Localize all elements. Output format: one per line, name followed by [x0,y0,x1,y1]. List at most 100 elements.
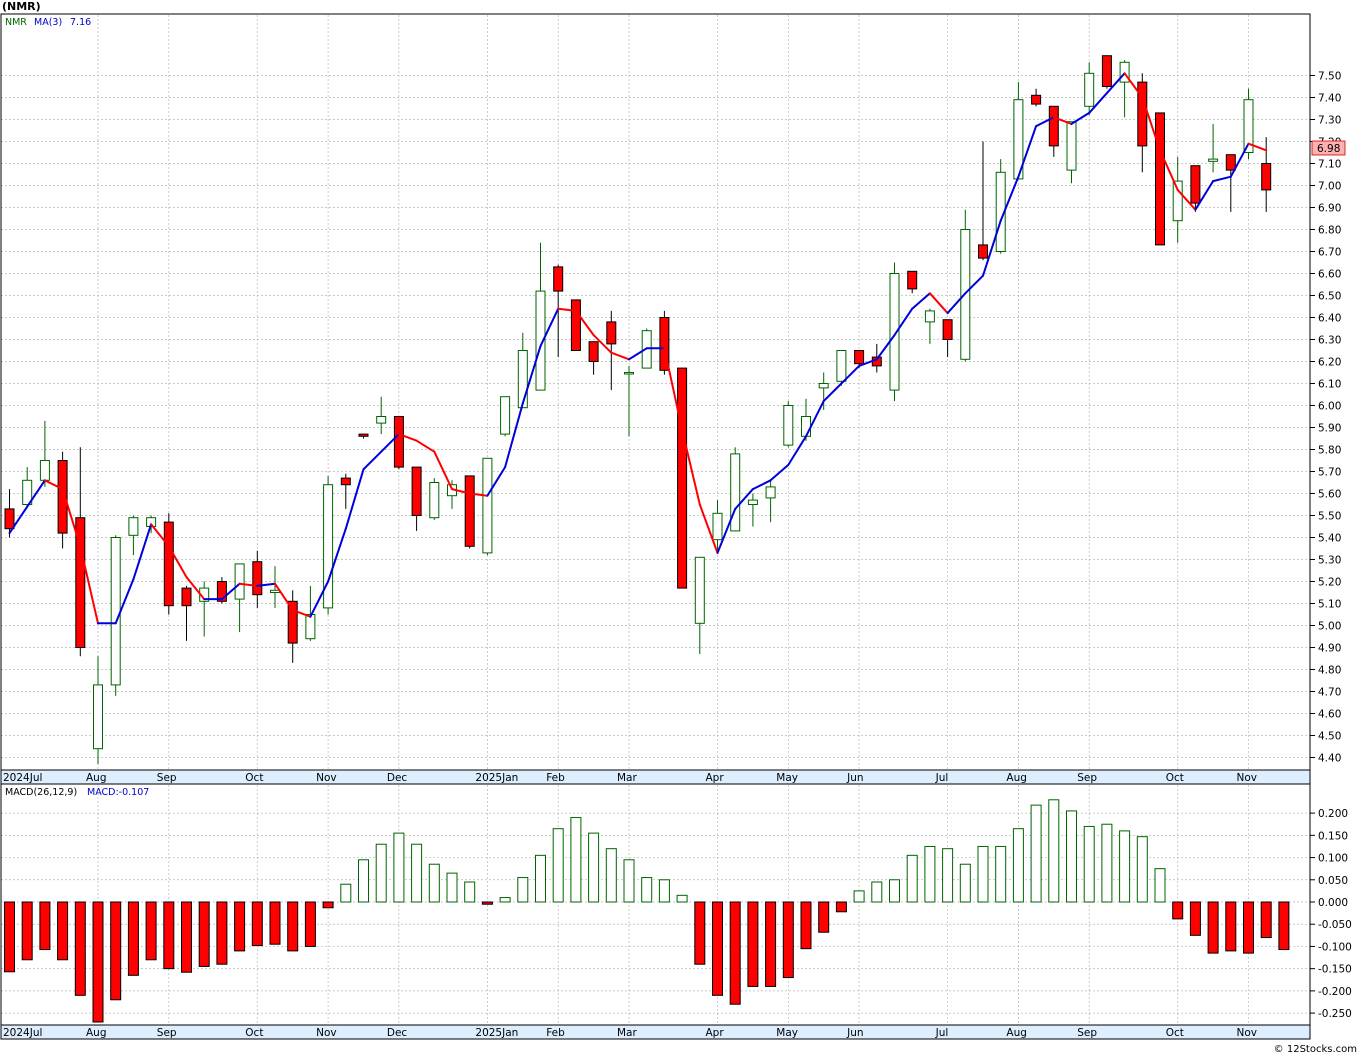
ma3-segment [1141,96,1161,152]
candle-body-up [535,290,546,391]
macd-tick-label: -0.050 [1318,919,1352,931]
ma3-segment [663,347,684,431]
macd-x-tick-label: Nov [1237,1027,1258,1039]
macd-bar-positive [942,848,954,903]
legend-ma-label: MA(3) [34,17,62,28]
price-x-tick-label: Oct [245,772,263,784]
macd-bar-negative [729,901,741,1005]
candle [199,581,210,637]
macd-x-tick-label: 2025Jan [475,1027,518,1039]
macd-bar-positive [871,881,883,903]
macd-bar-negative [818,901,830,933]
ma3-segment [415,439,436,453]
price-x-tick-label: Sep [157,772,177,784]
macd-legend-label: MACD(26,12,9) [5,787,77,798]
macd-bar-positive [889,879,900,903]
legend-symbol: NMR [5,17,27,28]
ma3-segment [1035,116,1055,128]
candle [907,270,918,294]
candle-body-up [801,416,811,437]
macd-bar-positive [375,843,387,903]
macd-bar-positive [959,863,971,903]
macd-bar-positive [1119,830,1131,903]
candle [234,563,245,633]
candle-body-up [234,563,245,600]
candle [57,451,68,549]
ma3-segment [256,582,276,587]
candle [1243,88,1254,160]
chart-title: (NMR) [2,0,41,13]
macd-x-tick-label: Aug [1006,1027,1027,1039]
macd-bar-negative [835,901,847,913]
ma3-segment [574,309,595,337]
macd-tick-label: 0.150 [1318,830,1348,842]
candle [1208,123,1219,173]
candle [836,350,847,386]
ma3-segment [451,488,471,495]
candle [1048,105,1059,157]
ma3-segment [982,219,1002,277]
candle-body-up [765,486,776,499]
macd-bar-negative [1207,901,1219,954]
ma3-segment [999,175,1020,222]
price-panel-frame [0,13,1311,785]
candle [1172,156,1183,243]
ma3-segment [238,582,259,587]
macd-bar-positive [1048,799,1060,903]
price-x-tick-label: Aug [1006,772,1027,784]
macd-bar-positive [924,845,936,903]
macd-x-tick-label: May [776,1027,798,1039]
macd-bar-positive [1083,825,1095,903]
ma3-segment [751,479,772,491]
candle-body-down [1048,105,1059,147]
candle-body-up [39,460,50,481]
ma3-segment [787,435,807,466]
price-x-tick-label: Jul [935,772,949,784]
macd-bar-negative [287,901,299,952]
candle [1066,121,1077,184]
candle-body-down [1225,154,1236,171]
candle [1101,55,1112,89]
candle-body-up [836,350,847,382]
macd-bar-positive [658,879,670,903]
candle-body-down [216,581,227,602]
macd-x-tick-label: Jul [935,1027,949,1039]
price-x-axis: 2024Jul Aug Sep Oct Nov Dec 2025Jan Feb Mar Apr Ma… [3,772,1257,784]
candle-body-down [659,317,670,371]
macd-bar-positive [605,848,617,903]
candle [889,262,900,402]
ma3-segment [362,450,383,471]
candle [677,367,688,589]
candle-body-up [376,416,387,424]
price-tick-label: 5.70 [1318,467,1341,479]
candle-body-up [305,614,316,640]
candle-body-up [747,499,758,506]
candle-body-up [730,453,741,532]
macd-x-tick-label: Sep [157,1027,177,1039]
candle-body-up [694,556,705,624]
macd-bar-positive [906,854,918,903]
ma3-segment [486,466,507,497]
macd-bar-positive [499,897,511,903]
candle [39,420,50,487]
ma3-segment [114,578,135,625]
legend-ma-value: 7.16 [70,17,91,28]
candle [783,401,794,448]
ma3-segment [167,545,188,579]
candle-body-up [889,273,900,391]
macd-bar-negative [800,901,812,950]
ma3-segment [734,488,754,510]
macd-bar-negative [181,901,192,973]
candlestick-series [4,55,1272,765]
price-x-tick-label: Apr [706,772,725,784]
macd-bar-negative [163,901,175,970]
ma3-segment [539,307,560,348]
candle-body-up [482,457,493,554]
candle-body-up [1208,158,1219,162]
macd-bar-negative [712,901,723,996]
price-x-tick-label: Dec [387,772,408,784]
candle [128,515,139,556]
candle [694,556,705,655]
candle-body-up [1084,72,1095,107]
candle-body-down [1155,112,1165,246]
